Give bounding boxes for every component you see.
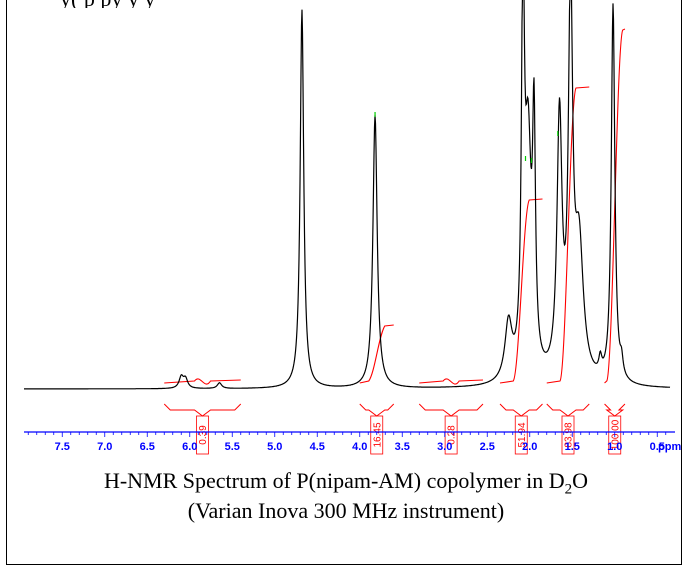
x-tick-label: 1.0 xyxy=(607,441,622,453)
x-tick-label: 1.5 xyxy=(565,441,580,453)
integral-bracket-1 xyxy=(359,403,395,417)
x-tick-label: 3.5 xyxy=(395,441,410,453)
integral-curve-2 xyxy=(419,378,484,385)
integral-curve-1 xyxy=(359,324,394,384)
x-tick-label: 6.0 xyxy=(182,441,197,453)
integral-curve-0 xyxy=(164,378,241,385)
x-tick-label: 7.5 xyxy=(55,441,70,453)
x-tick-label: 2.5 xyxy=(480,441,495,453)
integral-bracket-5 xyxy=(604,403,626,417)
x-tick-label: 3.0 xyxy=(437,441,452,453)
nmr-spectrum-chart: 0.39 16.45 0.28 51.94 83.98 100.00 7.5 7.0 6.5 6… xyxy=(24,0,681,455)
x-tick-label: 2.0 xyxy=(522,441,537,453)
integral-value-label-3: 51.94 xyxy=(517,422,528,447)
figure-border xyxy=(6,0,682,565)
x-tick-label: 4.5 xyxy=(310,441,325,453)
cropped-title-fragment: y( p py y y xyxy=(60,0,692,8)
integral-curves-group xyxy=(164,28,626,385)
x-tick-label: 0.5 xyxy=(650,441,665,453)
caption-subscript: 2 xyxy=(564,481,573,498)
integral-bracket-2 xyxy=(418,403,484,417)
integral-bracket-4 xyxy=(546,403,590,417)
integral-value-label-2: 0.28 xyxy=(447,425,458,445)
caption-text-end: O xyxy=(572,468,589,493)
x-tick-label: 5.0 xyxy=(267,441,282,453)
x-tick-label: 6.5 xyxy=(140,441,155,453)
spectrum-trace xyxy=(24,0,671,390)
integral-curve-4 xyxy=(546,86,590,384)
integral-value-label-5: 100.00 xyxy=(610,419,621,450)
integral-value-box-4 xyxy=(561,415,575,455)
integral-value-label-4: 83.98 xyxy=(564,422,575,447)
integral-bracket-3 xyxy=(499,403,543,417)
integral-value-box-5 xyxy=(608,415,622,455)
integral-value-box-0 xyxy=(196,415,209,455)
integral-curve-3 xyxy=(499,198,543,384)
peak-markers-group xyxy=(374,112,559,163)
integral-value-box-3 xyxy=(514,415,528,455)
x-tick-label: 4.0 xyxy=(352,441,367,453)
x-tick-label: 5.5 xyxy=(225,441,240,453)
caption-line-1: H-NMR Spectrum of P(nipam-AM) copolymer … xyxy=(0,468,692,498)
integral-brackets-group: 0.39 16.45 0.28 51.94 83.98 100.00 xyxy=(163,403,626,455)
integral-bracket-0 xyxy=(163,403,242,417)
x-axis-group: 7.5 7.0 6.5 6.0 5.5 5.0 4.5 4.0 3.5 3.0 2.5 2.0 1.5 1… xyxy=(24,431,681,453)
x-tick-label: 7.0 xyxy=(97,441,112,453)
caption-text: H-NMR Spectrum of P(nipam-AM) copolymer … xyxy=(103,468,565,493)
x-axis-unit-label: ppm xyxy=(658,441,681,453)
caption-line-2: (Varian Inova 300 MHz instrument) xyxy=(187,498,505,523)
integral-value-label-0: 0.39 xyxy=(198,425,209,445)
integral-value-label-1: 16.45 xyxy=(372,422,383,447)
spectrum-trace-group xyxy=(24,0,671,390)
integral-value-box-1 xyxy=(370,415,384,455)
